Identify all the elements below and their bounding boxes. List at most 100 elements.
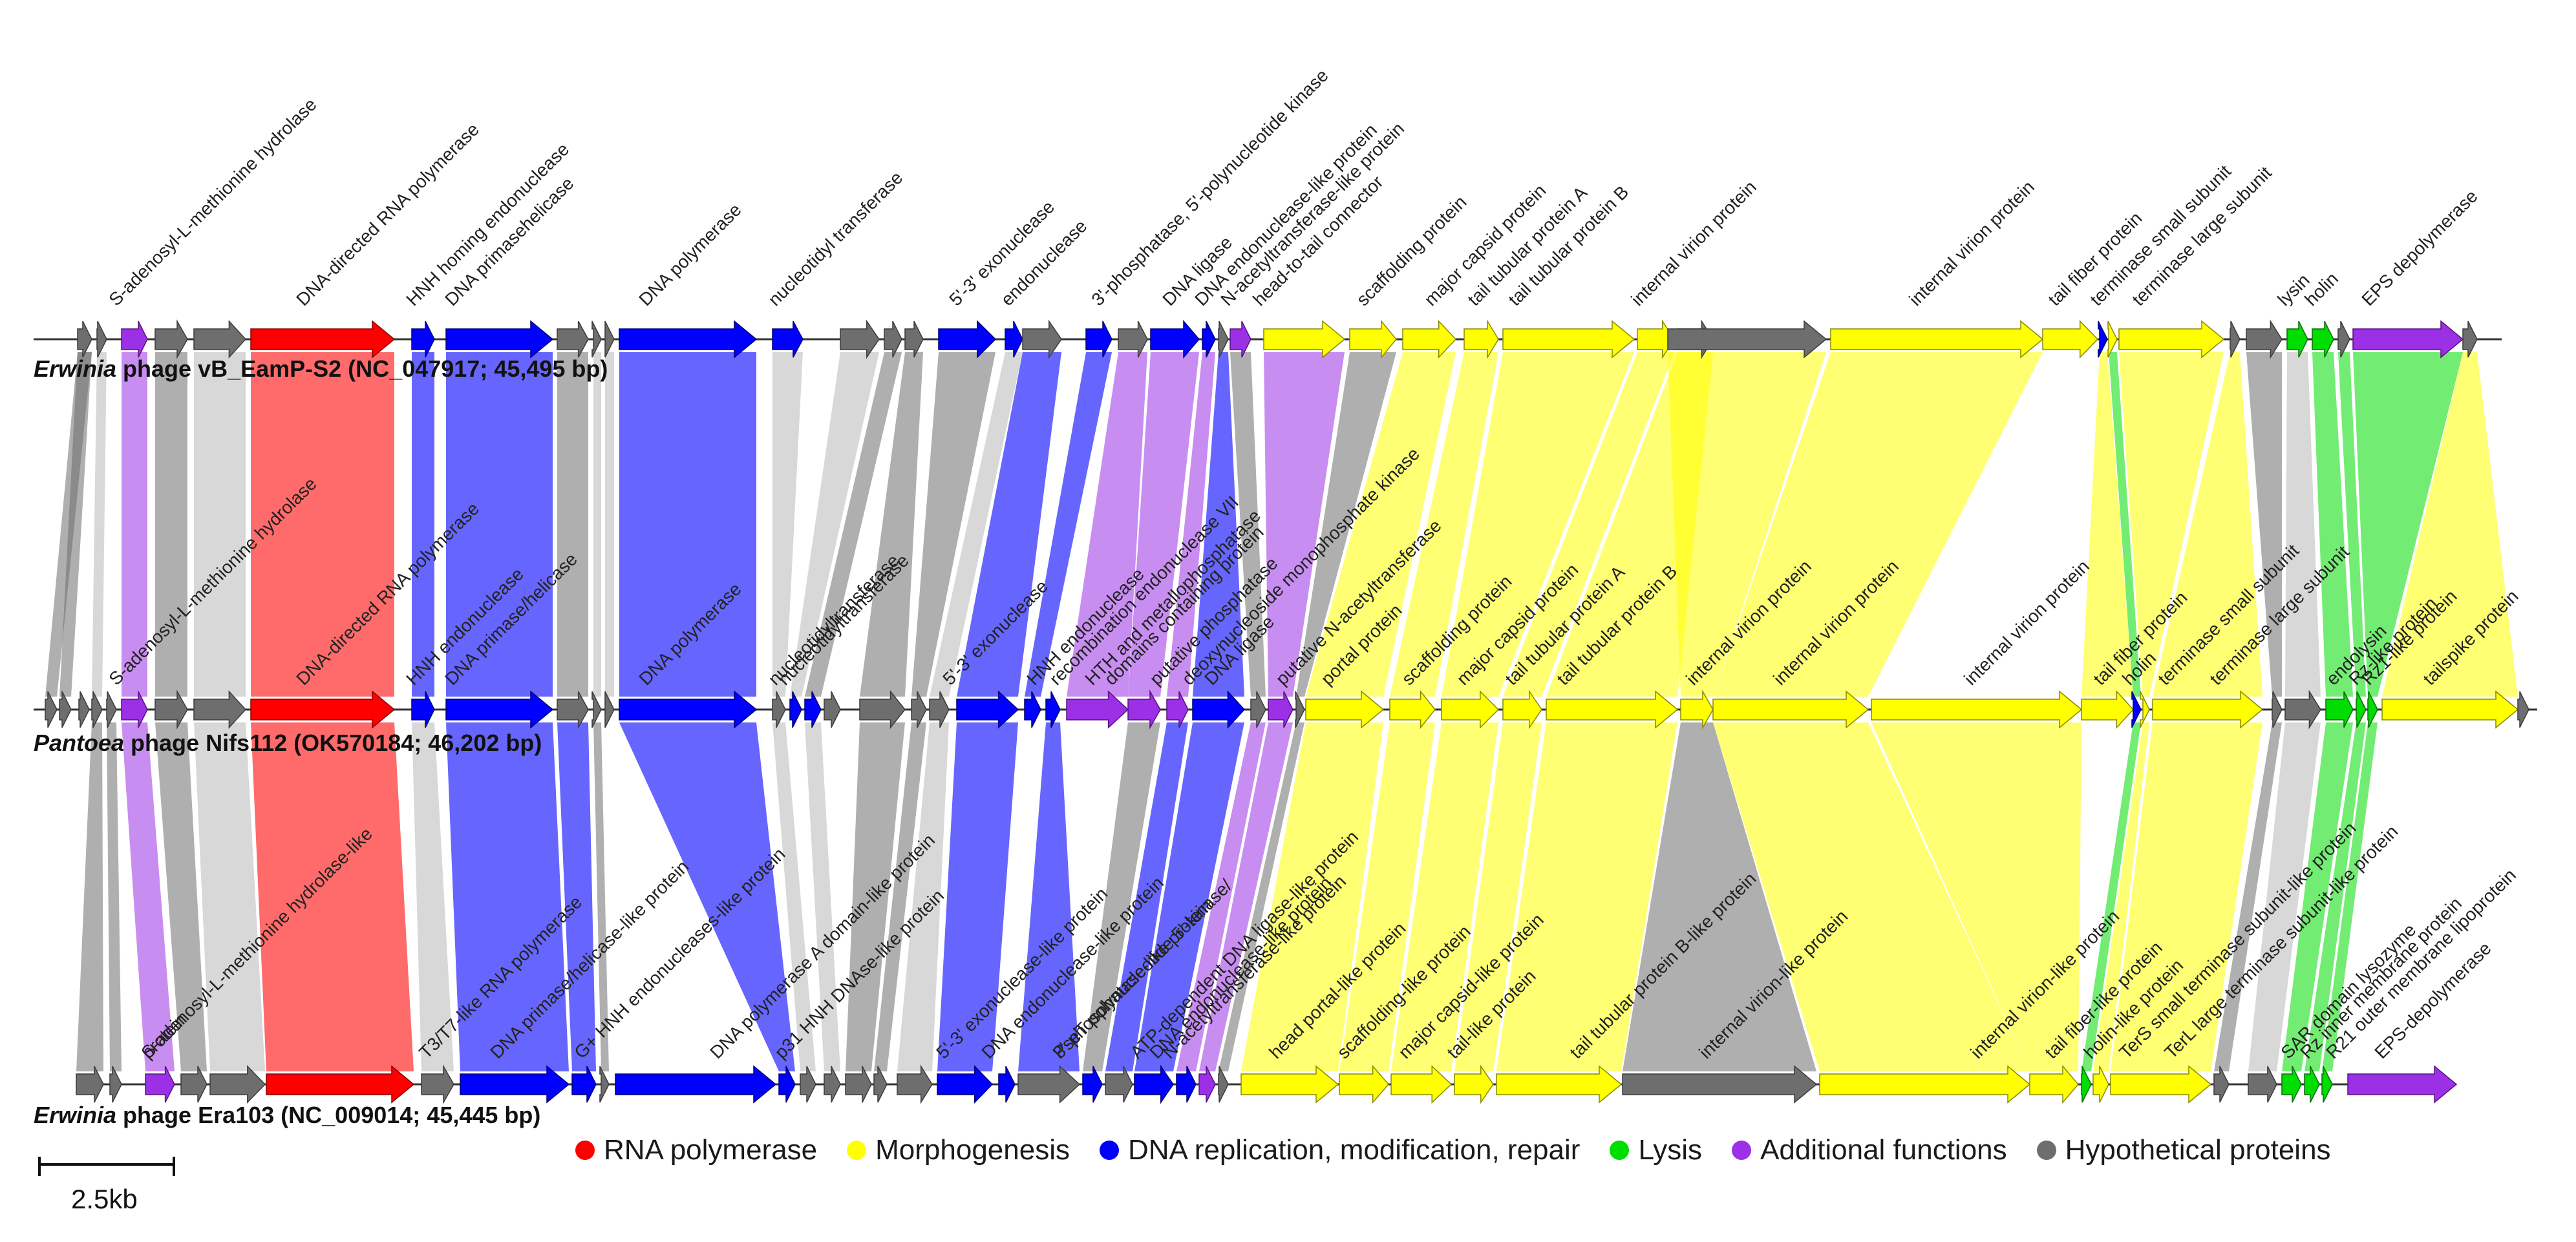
scale-line — [39, 1163, 175, 1166]
gene-arrow — [1105, 1066, 1133, 1103]
gene-arrow — [59, 691, 72, 728]
gene-arrow — [778, 1066, 796, 1103]
legend-item-hypothetical: Hypothetical proteins — [2036, 1134, 2331, 1166]
gene-arrow — [604, 691, 615, 728]
scale-tick-left — [38, 1157, 41, 1176]
gene-arrow — [2118, 320, 2225, 359]
gene-arrow — [1250, 691, 1266, 728]
homology-band — [1025, 352, 1112, 697]
homology-band — [76, 722, 103, 1071]
homology-band — [1391, 722, 1498, 1071]
gene-arrow — [897, 1064, 933, 1104]
gene-arrow — [557, 321, 589, 358]
gene-arrow — [193, 320, 247, 359]
gene-arrow — [859, 689, 906, 730]
gene-arrow — [1502, 689, 1542, 730]
homology-band — [1503, 352, 1674, 697]
genome-name-1: Erwinia phage vB_EamP-S2 (NC_047917; 45,… — [34, 355, 608, 382]
homology-band — [897, 722, 949, 1071]
gene-arrow — [1819, 1065, 2031, 1104]
scale-tick-right — [173, 1157, 175, 1176]
homology-band — [1668, 352, 1826, 697]
homology-band — [2093, 722, 2149, 1071]
homology-band — [251, 352, 394, 697]
homology-band — [1167, 352, 1215, 697]
gene-arrow — [904, 321, 924, 358]
legend-dot-icon — [575, 1141, 595, 1160]
homology-band — [2312, 352, 2353, 697]
gene-arrow — [1166, 691, 1189, 728]
gene-arrow — [2284, 689, 2321, 730]
gene-arrow — [1871, 690, 2083, 729]
gene-arrows — [45, 319, 2529, 1104]
gene-arrow — [1017, 1065, 1081, 1104]
gene-arrow — [2325, 691, 2354, 728]
gene-arrow — [804, 691, 822, 728]
gene-arrow — [121, 321, 148, 358]
gene-arrow — [2098, 321, 2108, 358]
gene-arrow — [1667, 320, 1827, 359]
homology-band — [1390, 352, 1498, 697]
gene-arrow — [121, 691, 148, 728]
homology-band — [2214, 722, 2282, 1071]
homology-band — [1193, 352, 1244, 697]
homology-band — [1241, 722, 1383, 1071]
legend-item-lysis: Lysis — [1610, 1134, 1702, 1166]
homology-band — [860, 352, 923, 697]
gene-arrow — [789, 691, 802, 728]
legend-label: Additional functions — [1760, 1134, 2007, 1166]
gene-arrow — [2246, 319, 2283, 359]
gene-arrow — [1118, 321, 1148, 358]
gene-arrow — [2462, 321, 2478, 358]
homology-band — [1339, 722, 1435, 1071]
homology-band — [2305, 722, 2366, 1071]
gene-arrow — [772, 691, 786, 728]
gene-arrow — [1295, 691, 1305, 728]
homology-band — [2382, 352, 2518, 697]
gene-arrow — [76, 1066, 104, 1103]
legend-label: DNA replication, modification, repair — [1128, 1134, 1581, 1166]
homology-band — [772, 352, 803, 697]
gene-arrow — [1268, 691, 1293, 728]
gene-arrow — [824, 691, 841, 728]
gene-arrow — [591, 691, 602, 728]
gene-arrow — [154, 689, 188, 730]
gene-arrow — [2152, 690, 2264, 729]
gene-arrow — [1830, 320, 2044, 359]
gene-arrow — [604, 321, 615, 358]
legend-dot-icon — [1100, 1141, 1119, 1160]
gene-arrow — [1454, 1064, 1494, 1104]
legend-dot-icon — [2036, 1141, 2056, 1160]
homology-band — [1713, 352, 2043, 697]
gene-arrow — [557, 691, 589, 728]
legend-label: Morphogenesis — [875, 1134, 1070, 1166]
homology-band — [2282, 722, 2353, 1071]
gene-arrow — [772, 321, 804, 358]
gene-label: internal virion protein — [1627, 177, 1760, 310]
homology-band — [1296, 352, 1396, 697]
gene-arrow — [2347, 1065, 2458, 1104]
homology-band — [1199, 722, 1293, 1071]
legend-item-morphogenesis: Morphogenesis — [847, 1134, 1070, 1166]
gene-arrow — [91, 691, 103, 728]
homology-band — [805, 352, 902, 697]
homology-band — [412, 352, 434, 697]
homology-bands — [45, 352, 2518, 1071]
homology-band — [911, 352, 995, 697]
gene-arrow — [1202, 321, 1216, 358]
gene-arrow — [824, 1066, 841, 1103]
gene-arrow — [2029, 1064, 2079, 1104]
homology-band — [412, 722, 454, 1071]
gene-arrow — [615, 1065, 777, 1104]
gene-arrow — [1339, 1064, 1389, 1104]
homology-band — [619, 722, 795, 1071]
homology-band — [846, 722, 905, 1071]
gene-arrow — [1680, 689, 1714, 730]
gene-arrow — [2248, 1066, 2277, 1103]
gene-arrow — [1022, 319, 1062, 359]
genome-names: Erwinia phage vB_EamP-S2 (NC_047917; 45,… — [34, 355, 608, 1128]
gene-arrow — [1066, 690, 1129, 729]
homology-band — [2081, 722, 2141, 1071]
gene-arrow — [460, 1065, 570, 1104]
gene-arrow — [1134, 1064, 1174, 1104]
